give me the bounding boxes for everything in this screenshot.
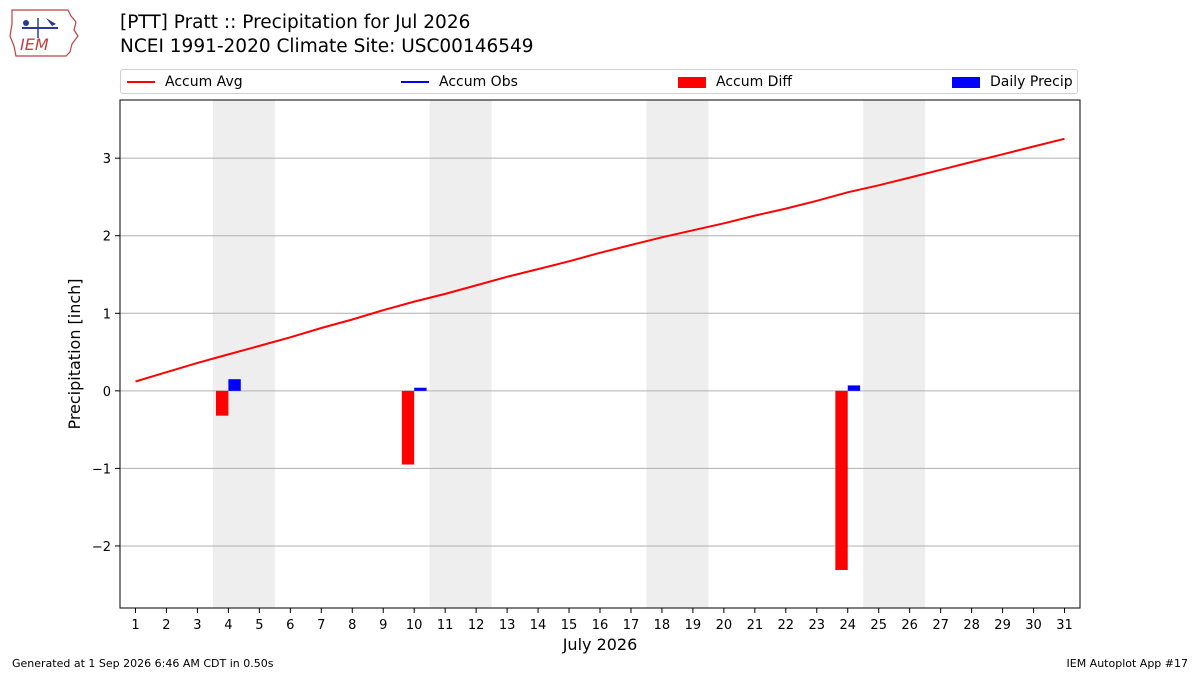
x-tick-label: 28 [963, 618, 980, 633]
y-tick-label: 2 [103, 230, 111, 245]
legend-item-daily-precip: Daily Precip [952, 74, 1073, 90]
x-tick-label: 4 [224, 618, 232, 633]
y-tick-label: 0 [103, 385, 111, 400]
legend-swatch-daily-precip [952, 76, 980, 88]
x-tick-label: 22 [778, 618, 795, 633]
x-tick-label: 12 [468, 618, 485, 633]
accum-diff-bar [401, 390, 415, 465]
accum-diff-bar [216, 390, 229, 416]
x-tick-label: 5 [255, 618, 263, 633]
x-axis-label: July 2026 [562, 635, 638, 654]
chart-subtitle: NCEI 1991-2020 Climate Site: USC00146549 [120, 36, 534, 57]
legend-label: Accum Obs [439, 74, 518, 90]
x-tick-label: 11 [437, 618, 454, 633]
legend: Accum Avg Accum Obs Accum Diff Daily Pre… [120, 69, 1078, 94]
x-tick-label: 18 [654, 618, 671, 633]
chart-title: [PTT] Pratt :: Precipitation for Jul 202… [120, 12, 471, 33]
legend-label: Accum Diff [716, 74, 793, 90]
legend-item-accum-obs: Accum Obs [401, 74, 518, 90]
x-tick-label: 3 [193, 618, 201, 633]
x-tick-label: 9 [379, 618, 387, 633]
y-tick-label: −1 [92, 462, 111, 477]
daily-precip-bar [414, 387, 427, 391]
x-tick-label: 6 [286, 618, 294, 633]
x-tick-label: 8 [348, 618, 356, 633]
x-tick-label: 25 [870, 618, 887, 633]
x-tick-label: 17 [623, 618, 640, 633]
footer-generated: Generated at 1 Sep 2026 6:46 AM CDT in 0… [12, 657, 274, 670]
y-tick-label: −2 [92, 540, 111, 555]
legend-label: Daily Precip [990, 74, 1073, 90]
legend-label: Accum Avg [165, 74, 243, 90]
x-tick-label: 16 [592, 618, 609, 633]
legend-swatch-accum-diff [678, 76, 706, 88]
plot-frame [119, 99, 1081, 609]
legend-swatch-accum-obs [401, 81, 429, 83]
legend-item-accum-avg: Accum Avg [127, 74, 243, 90]
accum-avg-line [135, 137, 1065, 383]
logo-text: IEM [20, 35, 49, 54]
x-tick-label: 13 [499, 618, 516, 633]
weekend-band [212, 100, 275, 608]
footer-app: IEM Autoplot App #17 [1066, 657, 1189, 670]
x-tick-label: 1 [131, 618, 139, 633]
daily-precip-bar [847, 385, 861, 391]
x-tick-label: 30 [1025, 618, 1042, 633]
x-tick-label: 24 [839, 618, 856, 633]
x-tick-label: 7 [317, 618, 325, 633]
x-tick-label: 14 [530, 618, 547, 633]
weekend-band [863, 100, 926, 608]
iem-logo: IEM [9, 9, 79, 57]
accum-diff-bar [835, 390, 848, 570]
x-tick-label: 27 [932, 618, 949, 633]
weekend-band [429, 100, 492, 608]
weekend-band [646, 100, 709, 608]
legend-swatch-accum-avg [127, 81, 155, 83]
x-tick-label: 31 [1056, 618, 1073, 633]
y-axis-label: Precipitation [inch] [65, 278, 84, 429]
y-tick-label: 3 [103, 152, 111, 167]
x-tick-label: 29 [994, 618, 1011, 633]
x-tick-label: 2 [162, 618, 170, 633]
x-tick-label: 19 [685, 618, 702, 633]
x-tick-label: 26 [901, 618, 918, 633]
x-tick-label: 10 [406, 618, 423, 633]
legend-item-accum-diff: Accum Diff [678, 74, 792, 90]
x-tick-label: 15 [561, 618, 578, 633]
y-tick-label: 1 [103, 307, 111, 322]
daily-precip-bar [228, 379, 241, 391]
x-tick-label: 23 [809, 618, 826, 633]
x-tick-label: 20 [716, 618, 733, 633]
x-tick-label: 21 [747, 618, 764, 633]
